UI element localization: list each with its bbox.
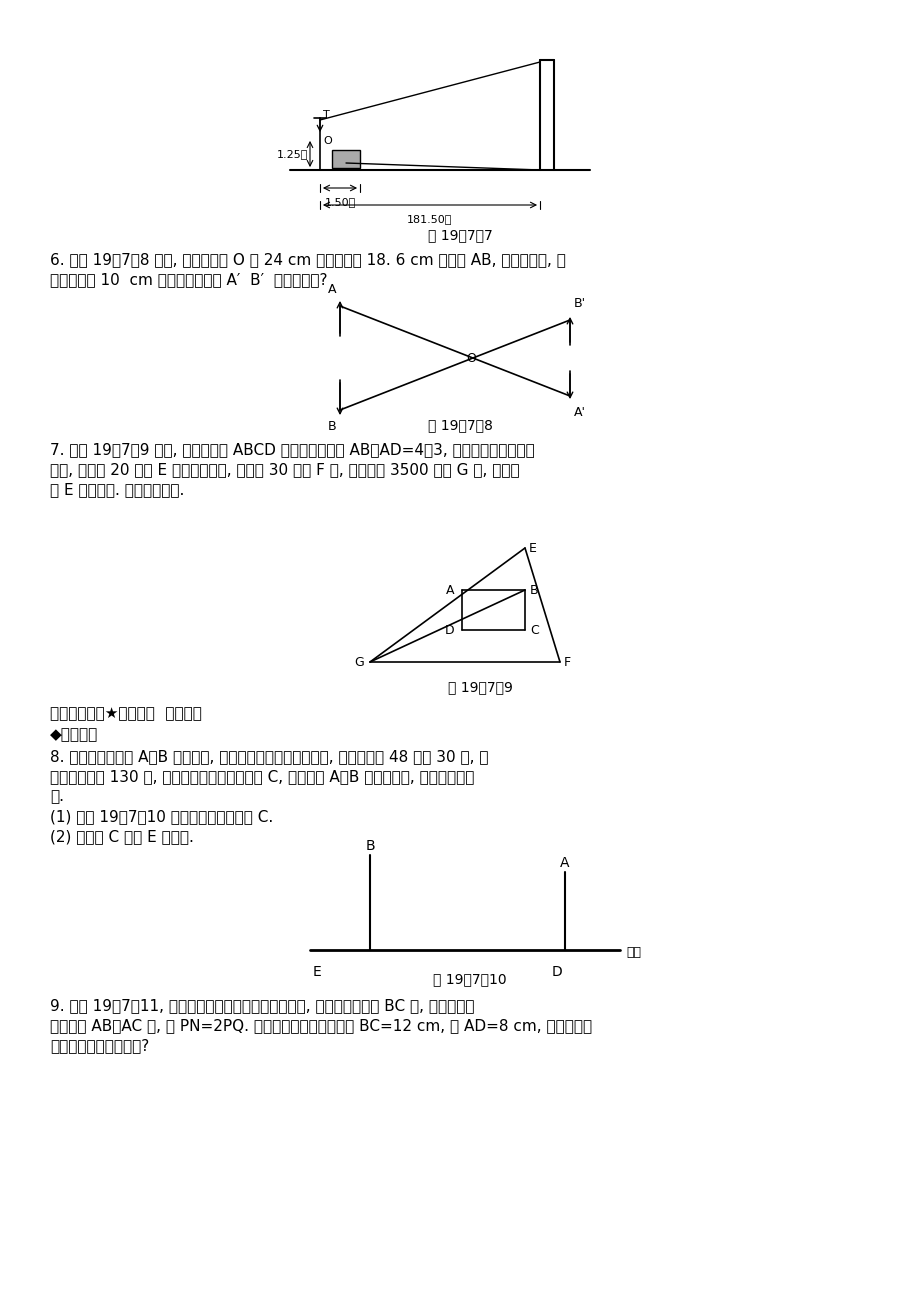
Text: A: A	[445, 583, 453, 596]
Text: 图 19－7－8: 图 19－7－8	[427, 418, 492, 432]
Text: 8. 在公路的一侧有 A、B 两个村庄, 它们都有垂直于公路的小路, 长度分别是 48 米和 30 米, 设: 8. 在公路的一侧有 A、B 两个村庄, 它们都有垂直于公路的小路, 长度分别是…	[50, 749, 488, 764]
Text: 两条小路相距 130 米, 现在公路边建一个供水站 C, 把水送到 A、B 两个村庄去, 且使供水管最: 两条小路相距 130 米, 现在公路边建一个供水站 C, 把水送到 A、B 两个…	[50, 769, 474, 784]
Text: 1.50米: 1.50米	[324, 197, 356, 207]
Text: O: O	[466, 352, 475, 365]
Text: 图 19－7－10: 图 19－7－10	[433, 973, 506, 986]
Text: 零件的长和宽各是多少?: 零件的长和宽各是多少?	[50, 1038, 149, 1053]
Text: 短.: 短.	[50, 789, 64, 805]
Text: D: D	[550, 965, 562, 979]
Text: A': A'	[573, 406, 585, 419]
Text: 图 19－7－7: 图 19－7－7	[427, 228, 492, 242]
Text: A: A	[560, 855, 569, 870]
Text: E: E	[528, 542, 537, 555]
Text: E: E	[312, 965, 322, 979]
Text: 6. 如图 19－7－8 所示, 设在小孔口 O 前 24 cm 处有一支长 18. 6 cm 的蜡烛 AB, 经小孔成像, 在: 6. 如图 19－7－8 所示, 设在小孔口 O 前 24 cm 处有一支长 1…	[50, 253, 565, 267]
Text: 7. 如图 19－7－9 所示, 长方形小区 ABCD 的长和宽之比为 AB：AD=4：3, 小区四面正中各有一: 7. 如图 19－7－9 所示, 长方形小区 ABCD 的长和宽之比为 AB：A…	[50, 441, 534, 457]
Text: A: A	[327, 283, 335, 296]
Text: O: O	[323, 135, 332, 146]
Text: 个门, 出北门 20 米的 E 处有一座雕塑, 出南门 30 米到 F 处, 再向西走 3500 米到 G 处, 正好看: 个门, 出北门 20 米的 E 处有一座雕塑, 出南门 30 米到 F 处, 再…	[50, 462, 519, 477]
Bar	[332, 150, 359, 168]
Text: ◆创新应用: ◆创新应用	[50, 727, 98, 742]
Text: (2) 求出点 C 到点 E 的距离.: (2) 求出点 C 到点 E 的距离.	[50, 829, 194, 844]
Text: 到 E 处的雕塑. 求小区的面积.: 到 E 处的雕塑. 求小区的面积.	[50, 482, 184, 497]
Text: 点分别在 AB、AC 上, 且 PN=2PQ. 若这块三角形的余料的边 BC=12 cm, 高 AD=8 cm, 求这个矩形: 点分别在 AB、AC 上, 且 PN=2PQ. 若这块三角形的余料的边 BC=1…	[50, 1018, 592, 1032]
Text: 图 19－7－9: 图 19－7－9	[447, 680, 512, 694]
Text: 小孔口后面 10  cm 的屏幕上所成像 A′  B′  的长是多少?: 小孔口后面 10 cm 的屏幕上所成像 A′ B′ 的长是多少?	[50, 272, 327, 286]
Text: F: F	[563, 655, 571, 668]
Text: G: G	[354, 655, 364, 668]
Text: 9. 如图 19－7－11, 把一个三角形余料加工成矩形零件, 使矩形的一边在 BC 上, 其余两个顶: 9. 如图 19－7－11, 把一个三角形余料加工成矩形零件, 使矩形的一边在 …	[50, 999, 474, 1013]
Text: B: B	[365, 838, 374, 853]
Text: B: B	[529, 583, 538, 596]
Text: 综合创新训练★登高望远  课外拓展: 综合创新训练★登高望远 课外拓展	[50, 706, 201, 721]
Text: 181.50米: 181.50米	[407, 214, 452, 224]
Text: D: D	[444, 624, 453, 637]
Text: T: T	[323, 109, 329, 120]
Text: (1) 在图 19－7－10 中找出供水站的位置 C.: (1) 在图 19－7－10 中找出供水站的位置 C.	[50, 809, 273, 824]
Text: 公路: 公路	[625, 947, 641, 960]
Text: B': B'	[573, 297, 585, 310]
Text: C: C	[529, 624, 539, 637]
Text: 1.25米: 1.25米	[277, 148, 308, 159]
Text: B: B	[327, 421, 335, 434]
